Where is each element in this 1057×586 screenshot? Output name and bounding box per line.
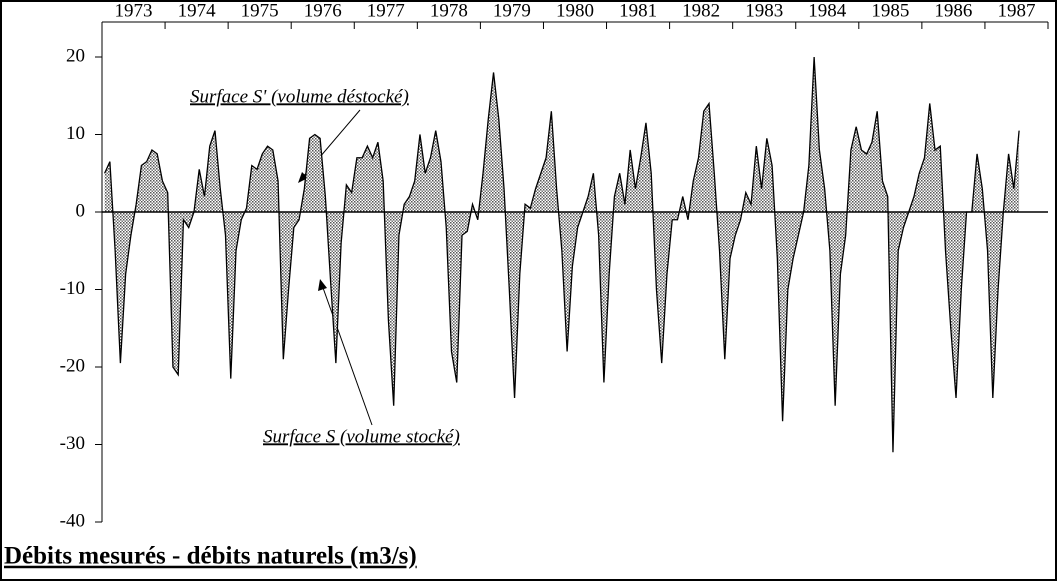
x-tick-label: 1981 [619, 0, 657, 21]
x-tick-label: 1983 [745, 0, 783, 21]
y-tick-label: -20 [60, 355, 85, 376]
chart-title: Débits mesurés - débits naturels (m3/s) [4, 543, 417, 570]
x-tick-label: 1978 [430, 0, 468, 21]
line [104, 56, 1020, 453]
y-tick-label: -30 [60, 433, 85, 454]
y-tick-label: 0 [76, 200, 86, 221]
x-tick-label: 1973 [115, 0, 153, 21]
x-tick-label: 1976 [304, 0, 342, 21]
x-tick-label: 1980 [556, 0, 594, 21]
area [104, 57, 1020, 453]
arrow-head [298, 172, 308, 183]
y-tick-label: -40 [60, 510, 85, 531]
y-tick-label: 20 [66, 45, 85, 66]
y-tick-label: -10 [60, 278, 85, 299]
y-tick-label: 10 [66, 123, 85, 144]
annotation: Surface S (volume stocké) [263, 426, 460, 447]
x-tick-label: 1984 [808, 0, 847, 21]
x-tick-label: 1985 [871, 0, 909, 21]
arrow [321, 284, 373, 426]
annotation: Surface S' (volume déstocké) [190, 86, 409, 107]
x-tick-label: 1986 [934, 0, 972, 21]
x-tick-label: 1979 [493, 0, 531, 21]
x-tick-label: 1982 [682, 0, 720, 21]
x-tick-label: 1987 [997, 0, 1035, 21]
x-tick-label: 1974 [178, 0, 217, 21]
arrow-head [318, 279, 327, 291]
x-tick-label: 1977 [367, 0, 405, 21]
x-tick-label: 1975 [241, 0, 279, 21]
